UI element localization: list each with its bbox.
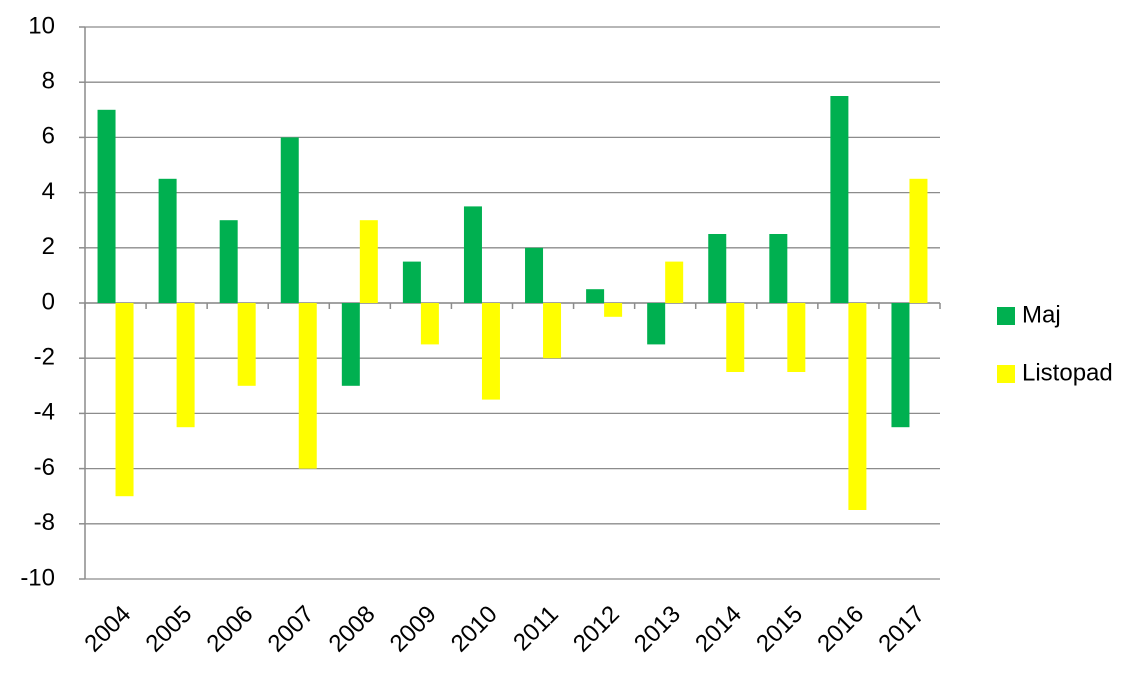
bar [481, 303, 500, 400]
bar [726, 303, 745, 372]
bar [359, 220, 378, 303]
bar [280, 137, 299, 303]
x-tick-label: 2011 [508, 601, 564, 657]
bar [525, 247, 544, 303]
legend-label: Maj [1022, 301, 1061, 328]
bar [402, 261, 421, 303]
bar [158, 178, 177, 303]
legend-swatch [997, 365, 1015, 383]
bar [909, 178, 928, 303]
bar [420, 303, 439, 345]
bar [463, 206, 482, 303]
y-tick-label: 2 [42, 233, 55, 260]
y-tick-label: 0 [42, 288, 55, 315]
y-tick-label: -2 [34, 344, 55, 371]
bar [604, 303, 623, 317]
y-tick-label: -4 [34, 399, 55, 426]
bar [341, 303, 360, 386]
y-tick-label: -10 [20, 564, 55, 591]
x-tick-label: 2016 [812, 601, 869, 658]
x-tick-label: 2017 [873, 601, 930, 658]
bar [708, 234, 727, 303]
bar [787, 303, 806, 372]
x-tick-label: 2014 [690, 601, 747, 658]
y-tick-label: -6 [34, 454, 55, 481]
bar [219, 220, 238, 303]
x-tick-label: 2009 [385, 601, 442, 658]
x-tick-label: 2005 [140, 601, 197, 658]
y-tick-label: 4 [42, 178, 55, 205]
x-tick-label: 2004 [79, 601, 136, 658]
x-tick-label: 2007 [263, 601, 320, 658]
bar [97, 109, 116, 303]
x-tick-label: 2012 [568, 601, 625, 658]
y-tick-label: 10 [28, 12, 55, 39]
bar [586, 289, 605, 303]
x-tick-label: 2015 [751, 601, 808, 658]
bar [115, 303, 134, 497]
bar [769, 234, 788, 303]
x-tick-label: 2008 [324, 601, 381, 658]
bar [543, 303, 562, 359]
x-tick-label: 2010 [446, 601, 503, 658]
bar [647, 303, 666, 345]
y-tick-label: 8 [42, 68, 55, 95]
bar [176, 303, 195, 428]
legend-swatch [997, 307, 1015, 325]
bar [848, 303, 867, 510]
bar [237, 303, 256, 386]
bar [891, 303, 910, 428]
x-tick-label: 2006 [202, 601, 259, 658]
bar [665, 261, 684, 303]
bar [830, 96, 849, 303]
y-tick-label: -8 [34, 509, 55, 536]
legend-label: Listopad [1022, 359, 1113, 386]
y-tick-label: 6 [42, 123, 55, 150]
x-tick-label: 2013 [629, 601, 686, 658]
bar [298, 303, 317, 469]
